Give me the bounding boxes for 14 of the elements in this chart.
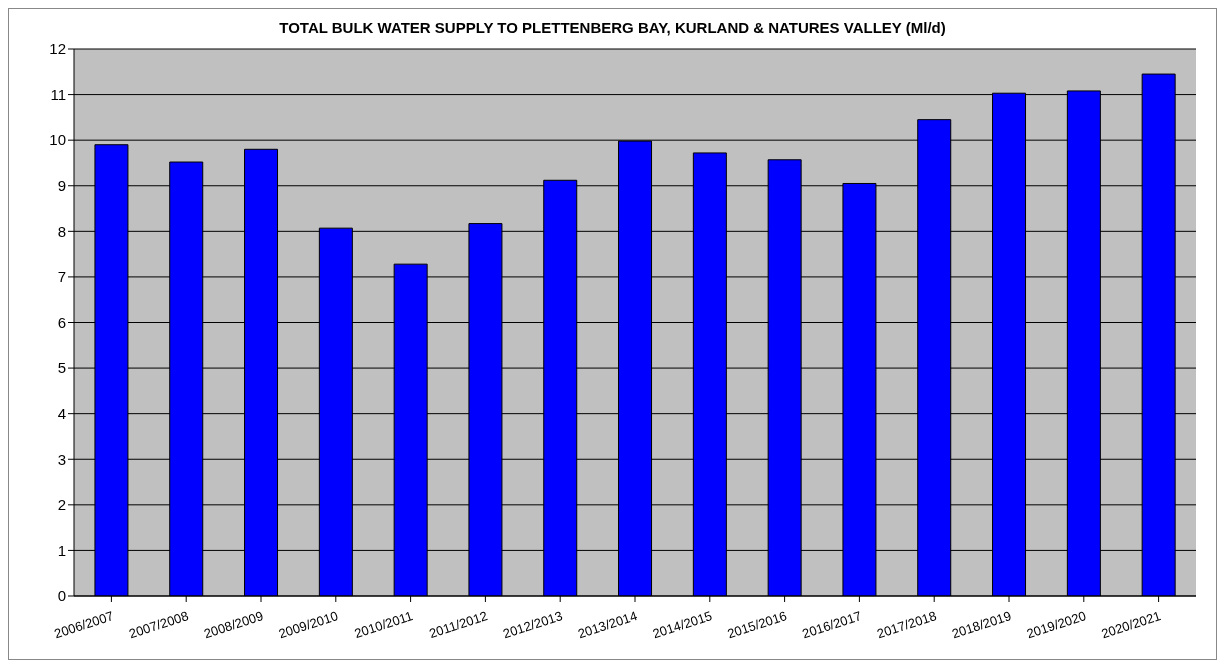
- y-tick-label: 10: [49, 131, 66, 149]
- y-tick-label: 1: [57, 541, 66, 559]
- y-tick-label: 6: [57, 313, 66, 331]
- chart-title: TOTAL BULK WATER SUPPLY TO PLETTENBERG BAY, KURLAND & NATURES VALLEY (Ml/d): [278, 18, 947, 38]
- y-tick-label: 5: [57, 359, 66, 377]
- y-tick-label: 3: [57, 450, 66, 468]
- y-tick-label: 4: [57, 404, 66, 422]
- y-tick-label: 11: [50, 85, 66, 103]
- y-tick-label: 12: [49, 40, 66, 58]
- y-tick-label: 2: [57, 496, 66, 514]
- y-tick-label: 0: [57, 587, 66, 605]
- y-tick-label: 7: [57, 268, 66, 286]
- y-tick-label: 8: [57, 222, 66, 240]
- y-tick-label: 9: [57, 177, 66, 195]
